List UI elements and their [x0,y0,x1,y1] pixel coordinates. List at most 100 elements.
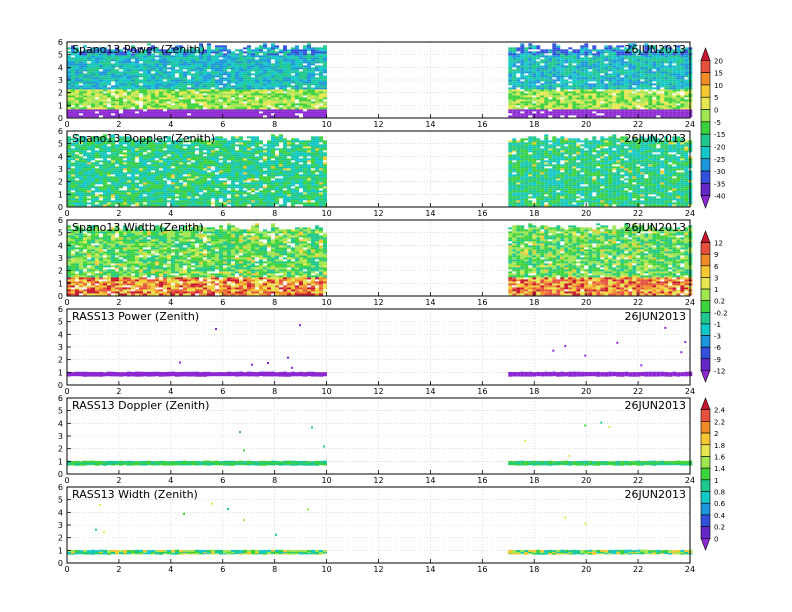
heatmap-cell [67,182,71,185]
heatmap-cell [664,107,669,110]
heatmap-cell [91,190,95,193]
heatmap-cell [75,89,79,92]
heatmap-cell [536,107,541,110]
heatmap-cell [179,93,183,96]
heatmap-cell [151,45,155,48]
heatmap-cell [147,91,151,94]
heatmap-cell [303,107,307,110]
heatmap-cell [279,115,283,118]
heatmap-cell [632,79,637,82]
heatmap-cell [516,113,521,116]
heatmap-cell [664,59,669,62]
heatmap-cell [75,49,79,52]
heatmap-cell [235,75,239,78]
heatmap-cell [151,67,155,70]
heatmap-cell [187,158,191,161]
heatmap-cell [75,115,79,118]
heatmap-cell [520,105,525,108]
heatmap-cell [191,200,195,203]
heatmap-cell [167,176,171,179]
heatmap-cell [191,178,195,181]
heatmap-cell [147,83,151,86]
heatmap-cell [163,101,167,104]
heatmap-cell [135,85,139,88]
heatmap-cell [203,142,207,145]
heatmap-cell [556,75,561,78]
heatmap-cell [75,109,79,112]
heatmap-cell [255,53,259,56]
heatmap-cell [215,176,219,179]
heatmap-cell [556,113,561,116]
heatmap-cell [111,138,115,141]
heatmap-cell [163,164,167,167]
heatmap-cell [175,178,179,181]
heatmap-cell [95,178,99,181]
heatmap-cell [299,53,303,56]
heatmap-cell [680,77,685,80]
heatmap-cell [115,144,119,147]
heatmap-cell [600,99,605,102]
heatmap-cell [155,182,159,185]
heatmap-cell [207,113,211,116]
heatmap-cell [632,89,637,92]
heatmap-cell [656,71,661,74]
heatmap-cell [187,65,191,68]
heatmap-cell [131,73,135,76]
heatmap-cell [67,109,71,112]
heatmap-cell [223,148,227,151]
heatmap-cell [167,57,171,60]
heatmap-cell [103,99,107,102]
heatmap-cell [171,148,175,151]
heatmap-cell [660,73,665,76]
heatmap-cell [660,65,665,68]
heatmap-cell [135,95,139,98]
heatmap-cell [508,109,513,112]
heatmap-cell [259,91,263,94]
heatmap-cell [71,170,75,173]
heatmap-cell [263,59,267,62]
heatmap-cell [91,55,95,58]
heatmap-cell [71,65,75,68]
heatmap-cell [644,71,649,74]
heatmap-cell [299,99,303,102]
heatmap-cell [628,89,633,92]
heatmap-cell [580,59,585,62]
heatmap-cell [71,176,75,179]
heatmap-cell [99,190,103,193]
heatmap-cell [131,150,135,153]
heatmap-cell [291,99,295,102]
heatmap-cell [119,158,123,161]
heatmap-cell [576,99,581,102]
heatmap-cell [91,67,95,70]
heatmap-cell [267,101,271,104]
heatmap-cell [119,204,123,207]
heatmap-cell [299,103,303,106]
heatmap-cell [147,148,151,151]
heatmap-cell [155,59,159,62]
heatmap-cell [624,49,629,52]
heatmap-cell [648,85,653,88]
heatmap-cell [560,85,565,88]
heatmap-cell [159,166,163,169]
heatmap-cell [524,85,529,88]
heatmap-cell [323,103,327,106]
heatmap-cell [91,115,95,118]
heatmap-cell [656,69,661,72]
heatmap-cell [243,97,247,100]
heatmap-cell [183,63,187,66]
heatmap-cell [143,172,147,175]
heatmap-cell [103,47,107,50]
heatmap-cell [119,174,123,177]
heatmap-cell [219,89,223,92]
heatmap-cell [131,188,135,191]
heatmap-cell [592,57,597,60]
heatmap-cell [215,146,219,149]
heatmap-cell [239,87,243,90]
heatmap-cell [207,97,211,100]
heatmap-cell [660,57,665,60]
heatmap-cell [83,113,87,116]
heatmap-cell [640,99,645,102]
heatmap-cell [568,103,573,106]
heatmap-cell [107,186,111,189]
heatmap-cell [83,170,87,173]
